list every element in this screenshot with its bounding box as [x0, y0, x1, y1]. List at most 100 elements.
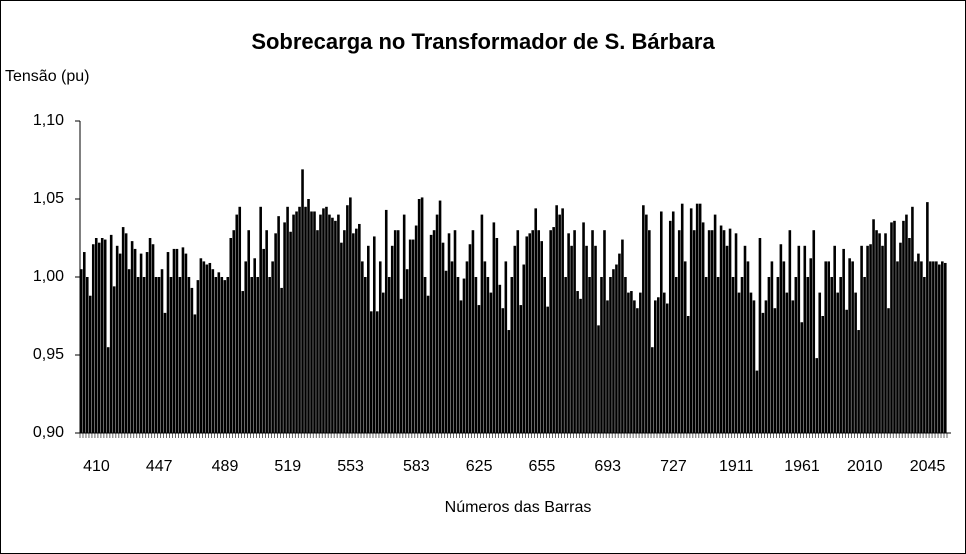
bar: [91, 244, 95, 433]
bar: [199, 258, 203, 433]
bar: [914, 261, 917, 433]
bar: [486, 277, 490, 433]
bar: [274, 233, 277, 433]
bar: [145, 252, 149, 433]
bar: [507, 330, 511, 433]
bar: [501, 308, 505, 433]
bar: [923, 277, 926, 433]
bar: [657, 297, 660, 433]
bar: [779, 244, 783, 433]
bar: [636, 308, 639, 433]
bar: [812, 230, 816, 433]
bar: [256, 277, 259, 433]
bar: [238, 206, 242, 433]
bar: [713, 214, 717, 433]
bar: [755, 370, 759, 433]
bar: [435, 214, 439, 433]
bar: [450, 261, 454, 433]
x-tick-label: 583: [403, 458, 430, 475]
bar: [728, 228, 732, 433]
bar: [860, 245, 863, 433]
bar: [797, 245, 801, 433]
x-tick-label: 489: [212, 458, 239, 475]
bar: [208, 262, 212, 433]
y-axis-label: Tensão (pu): [5, 68, 90, 85]
bar: [809, 258, 813, 433]
bar: [130, 241, 134, 433]
bar: [328, 214, 331, 433]
bar: [187, 277, 191, 433]
bar: [169, 277, 173, 433]
bar: [618, 253, 621, 433]
bar: [408, 239, 412, 433]
bar: [316, 230, 319, 433]
bar: [355, 228, 358, 433]
bar: [292, 214, 295, 433]
bar: [489, 292, 493, 433]
bar: [334, 220, 337, 433]
bar: [692, 230, 696, 433]
bar: [414, 225, 418, 433]
bar: [106, 347, 110, 433]
bar: [286, 206, 289, 433]
bar: [477, 305, 481, 433]
bar: [244, 261, 248, 433]
bar: [528, 233, 532, 433]
bar: [722, 230, 726, 433]
bar: [878, 233, 881, 433]
bar: [163, 312, 167, 433]
x-tick-label: 519: [274, 458, 301, 475]
bar: [734, 233, 738, 433]
bar: [381, 292, 385, 433]
bar: [232, 230, 236, 433]
bar: [887, 308, 890, 433]
bar: [438, 200, 442, 433]
bar: [558, 214, 561, 433]
bar: [881, 245, 884, 433]
bar: [519, 305, 523, 433]
bar: [537, 230, 541, 433]
bar: [543, 277, 546, 433]
bar: [390, 245, 394, 433]
bar: [480, 214, 484, 433]
bar: [423, 277, 427, 433]
bar: [202, 261, 206, 433]
bar: [325, 206, 328, 433]
bar: [591, 230, 594, 433]
bar: [268, 277, 271, 433]
bar: [752, 300, 756, 433]
bar: [929, 261, 932, 433]
bar: [474, 277, 478, 433]
bar: [890, 222, 893, 433]
bar: [190, 287, 194, 433]
bar: [471, 230, 475, 433]
bar: [743, 245, 747, 433]
y-tick-label: 1,00: [33, 268, 64, 285]
bar: [788, 230, 792, 433]
bar: [603, 230, 606, 433]
bar: [770, 261, 774, 433]
bar: [642, 205, 645, 433]
bar: [594, 245, 597, 433]
bar: [821, 316, 825, 433]
bar: [429, 234, 433, 433]
bar: [349, 197, 352, 433]
bar: [151, 244, 155, 433]
bar: [830, 277, 833, 433]
bar: [468, 244, 472, 433]
bar: [447, 233, 451, 433]
bar: [124, 233, 128, 433]
bar: [384, 209, 388, 433]
bar: [534, 208, 538, 433]
bar: [432, 230, 436, 433]
bar: [668, 220, 672, 433]
bar: [223, 280, 227, 433]
bar: [833, 245, 836, 433]
bar: [375, 311, 379, 433]
bar: [459, 300, 463, 433]
bar: [561, 208, 564, 433]
bar: [737, 292, 741, 433]
bar: [82, 252, 86, 433]
bar: [698, 203, 702, 433]
